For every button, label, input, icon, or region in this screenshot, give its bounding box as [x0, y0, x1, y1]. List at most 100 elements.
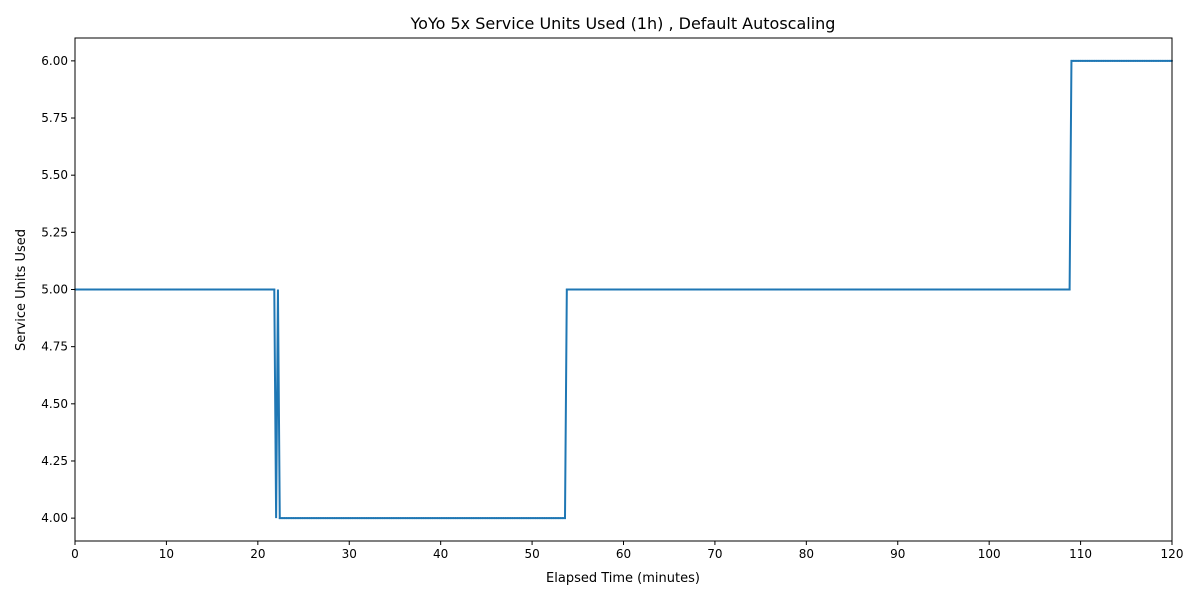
data-point [283, 517, 286, 520]
data-point [1000, 288, 1003, 291]
data-point [367, 517, 370, 520]
data-point [789, 288, 792, 291]
data-point [584, 288, 587, 291]
data-point [1041, 288, 1044, 291]
data-point [988, 288, 991, 291]
data-point [675, 288, 678, 291]
data-point [211, 288, 214, 291]
data-point [1118, 59, 1121, 62]
data-point [1132, 59, 1135, 62]
data-point [399, 517, 402, 520]
data-point [984, 288, 987, 291]
data-point [340, 517, 343, 520]
data-point [568, 288, 571, 291]
data-point [670, 288, 673, 291]
data-point [581, 288, 584, 291]
data-point [881, 288, 884, 291]
data-point [990, 288, 993, 291]
data-point [1066, 288, 1069, 291]
data-point [550, 517, 553, 520]
data-point [493, 517, 496, 520]
data-point [648, 288, 651, 291]
data-point [1125, 59, 1128, 62]
data-point [718, 288, 721, 291]
data-point [252, 288, 255, 291]
data-point [728, 288, 731, 291]
data-point [452, 517, 455, 520]
data-point [974, 288, 977, 291]
data-point [993, 288, 996, 291]
data-point [1038, 288, 1041, 291]
x-tick-label: 10 [159, 547, 174, 561]
data-point [386, 517, 389, 520]
data-point [468, 517, 471, 520]
data-point [199, 288, 202, 291]
data-point [486, 517, 489, 520]
y-tick-label: 6.00 [41, 54, 68, 68]
data-point [739, 288, 742, 291]
data-point [186, 288, 189, 291]
data-point [1100, 59, 1103, 62]
data-point [1168, 59, 1171, 62]
data-point [552, 517, 555, 520]
data-point [757, 288, 760, 291]
data-point [636, 288, 639, 291]
data-point [534, 517, 537, 520]
data-point [904, 288, 907, 291]
data-point [209, 288, 212, 291]
data-point [557, 517, 560, 520]
data-point [238, 288, 241, 291]
data-point [250, 288, 253, 291]
data-point [271, 288, 273, 291]
data-point [306, 517, 309, 520]
data-point [1034, 288, 1037, 291]
data-point [142, 288, 145, 291]
data-point [1050, 288, 1053, 291]
data-point [374, 517, 377, 520]
data-point [417, 517, 420, 520]
data-point [808, 288, 811, 291]
data-point [108, 288, 111, 291]
data-point [356, 517, 359, 520]
data-point [301, 517, 304, 520]
data-point [264, 288, 267, 291]
data-point [92, 288, 95, 291]
data-point [792, 288, 795, 291]
data-point [145, 288, 148, 291]
data-point [830, 288, 833, 291]
data-point [259, 288, 262, 291]
data-point [1155, 59, 1157, 62]
data-point [1095, 59, 1098, 62]
data-point [858, 288, 861, 291]
data-point [682, 288, 685, 291]
data-point [862, 288, 865, 291]
data-point [1018, 288, 1021, 291]
data-point [913, 288, 916, 291]
data-point [174, 288, 177, 291]
data-point [206, 288, 209, 291]
data-point [899, 288, 902, 291]
data-point [860, 288, 863, 291]
data-point [1036, 288, 1039, 291]
data-point [1070, 59, 1073, 62]
data-point [931, 288, 934, 291]
data-point [926, 288, 929, 291]
data-point [472, 517, 475, 520]
data-point [1091, 59, 1094, 62]
data-point [769, 288, 772, 291]
data-point [906, 288, 909, 291]
data-point [588, 288, 591, 291]
data-point [730, 288, 733, 291]
data-point [254, 288, 257, 291]
y-tick-label: 4.50 [41, 397, 68, 411]
data-point [1107, 59, 1110, 62]
data-point [401, 517, 404, 520]
data-point [606, 288, 609, 291]
data-point [613, 288, 616, 291]
data-point [716, 288, 719, 291]
data-point [1064, 288, 1067, 291]
data-point [1148, 59, 1151, 62]
data-point [1088, 59, 1091, 62]
data-point [218, 288, 221, 291]
data-point [285, 517, 288, 520]
